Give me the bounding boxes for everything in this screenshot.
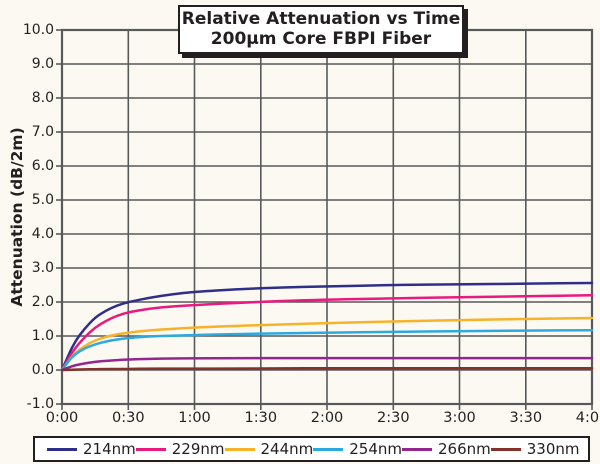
chart-title-line2: 200μm Core FBPI Fiber <box>210 29 432 49</box>
x-tick-label: 0:30 <box>112 410 145 426</box>
x-tick-label: 4:00 <box>575 410 600 426</box>
y-tick-label: 2.0 <box>31 294 54 310</box>
legend-label: 244nm <box>260 439 314 458</box>
legend-swatch-icon <box>224 447 255 451</box>
series-curve-229nm <box>60 293 594 372</box>
y-tick-label: -1.0 <box>26 396 54 412</box>
series-curve-244nm <box>60 316 594 372</box>
legend-swatch-icon <box>47 447 77 451</box>
y-tick-label: 10.0 <box>22 22 54 38</box>
legend-item-266nm: 266nm <box>402 439 491 458</box>
legend-label: 254nm <box>349 439 402 458</box>
legend-item-244nm: 244nm <box>224 439 314 458</box>
legend-label: 214nm <box>83 439 136 458</box>
legend-label: 266nm <box>438 439 491 458</box>
x-tick-label: 2:00 <box>310 410 344 426</box>
y-tick-label: 0.0 <box>31 362 54 378</box>
y-tick-label: 9.0 <box>31 56 54 72</box>
legend-item-214nm: 214nm <box>47 439 136 458</box>
chart-title-box: Relative Attenuation vs Time 200μm Core … <box>178 5 464 54</box>
y-tick-label: 7.0 <box>31 124 54 140</box>
x-tick-label: 1:00 <box>178 410 211 426</box>
series-curve-266nm <box>60 356 594 372</box>
x-tick-label: 3:30 <box>509 410 543 426</box>
series-curve-254nm <box>60 328 594 372</box>
series-curve-330nm <box>60 367 594 372</box>
legend-swatch-icon <box>135 447 166 451</box>
legend-swatch-icon <box>313 447 344 451</box>
y-tick-label: 1.0 <box>31 328 54 344</box>
x-tick-label: 0:00 <box>45 410 79 426</box>
chart-title-line1: Relative Attenuation vs Time <box>181 9 461 29</box>
legend-label: 330nm <box>526 439 580 458</box>
legend-swatch-icon <box>402 447 432 451</box>
y-tick-label: 4.0 <box>31 226 54 242</box>
y-tick-label: 5.0 <box>31 192 54 208</box>
y-axis-title: Attenuation (dB/2m) <box>8 127 26 307</box>
legend-item-330nm: 330nm <box>490 439 580 458</box>
legend-label: 229nm <box>171 439 225 458</box>
series-curve-214nm <box>60 281 594 372</box>
legend: 214nm 229nm 244nm 254nm 266nm 330nm <box>33 436 590 462</box>
x-tick-label: 3:00 <box>443 410 476 426</box>
legend-swatch-icon <box>490 447 521 451</box>
legend-item-254nm: 254nm <box>313 439 402 458</box>
x-tick-label: 1:30 <box>244 410 278 426</box>
plot-area <box>56 28 594 410</box>
y-tick-label: 3.0 <box>31 260 54 276</box>
y-tick-label: 8.0 <box>31 90 54 106</box>
legend-item-229nm: 229nm <box>135 439 225 458</box>
x-tick-label: 2:30 <box>377 410 410 426</box>
y-tick-label: 6.0 <box>31 158 54 174</box>
